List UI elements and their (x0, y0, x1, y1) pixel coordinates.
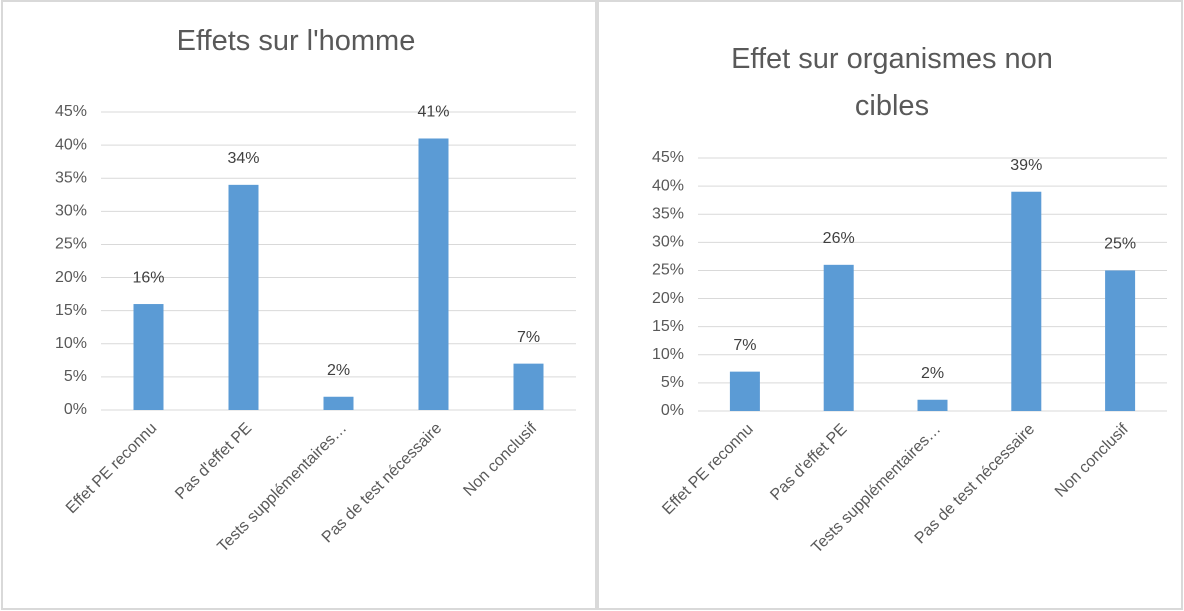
y-tick-label: 5% (661, 374, 684, 391)
bar (1105, 270, 1136, 411)
y-tick-label: 15% (55, 302, 87, 319)
y-tick-label: 20% (55, 269, 87, 286)
data-label: 2% (921, 365, 944, 382)
bar (513, 363, 544, 410)
data-label: 16% (132, 269, 164, 286)
chart-title: Effet sur organismes non cibles (731, 43, 1053, 122)
y-tick-label: 45% (55, 103, 87, 120)
y-tick-label: 15% (652, 318, 684, 335)
y-tick-label: 30% (55, 203, 87, 220)
y-tick-label: 10% (55, 335, 87, 352)
data-label: 39% (1010, 157, 1042, 174)
bar (228, 184, 259, 410)
y-tick-label: 35% (652, 205, 684, 222)
data-label: 41% (417, 104, 449, 121)
x-tick-label: Pas d'effet PE (172, 420, 255, 503)
y-tick-label: 45% (652, 149, 684, 166)
y-tick-label: 40% (652, 177, 684, 194)
bar (917, 399, 948, 411)
y-tick-label: 40% (55, 136, 87, 153)
bar (418, 138, 449, 410)
data-label: 7% (517, 329, 540, 346)
y-tick-label: 30% (652, 234, 684, 251)
chart-title: Effets sur l'homme (176, 25, 416, 57)
x-tick-label: Pas d'effet PE (767, 421, 850, 504)
y-tick-label: 10% (652, 346, 684, 363)
data-label: 7% (733, 337, 756, 354)
x-tick-label: Non conclusif (460, 419, 540, 499)
data-label: 25% (1104, 236, 1136, 253)
y-tick-label: 25% (652, 262, 684, 279)
y-tick-label: 25% (55, 236, 87, 253)
y-tick-label: 35% (55, 169, 87, 186)
x-tick-label: Effet PE reconnu (659, 421, 756, 518)
panel-border (1, 0, 597, 610)
y-tick-label: 20% (652, 290, 684, 307)
y-tick-label: 0% (64, 401, 87, 418)
y-tick-label: 5% (64, 368, 87, 385)
data-label: 2% (327, 362, 350, 379)
x-tick-label: Non conclusif (1052, 420, 1132, 500)
x-tick-label: Effet PE reconnu (63, 420, 160, 517)
bar (729, 371, 760, 411)
bar (1011, 191, 1042, 411)
data-label: 34% (227, 150, 259, 167)
data-label: 26% (823, 230, 855, 247)
panel-border (597, 0, 1183, 610)
y-tick-label: 0% (661, 402, 684, 419)
bar (323, 396, 354, 410)
bar (823, 264, 854, 411)
bar (133, 304, 164, 410)
